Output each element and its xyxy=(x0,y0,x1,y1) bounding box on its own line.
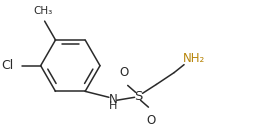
Text: NH₂: NH₂ xyxy=(183,52,205,65)
Text: O: O xyxy=(147,114,156,127)
Text: N: N xyxy=(109,93,117,106)
Text: CH₃: CH₃ xyxy=(33,6,52,16)
Text: O: O xyxy=(119,67,128,80)
Text: S: S xyxy=(134,90,143,103)
Text: Cl: Cl xyxy=(2,59,14,72)
Text: H: H xyxy=(109,101,117,111)
